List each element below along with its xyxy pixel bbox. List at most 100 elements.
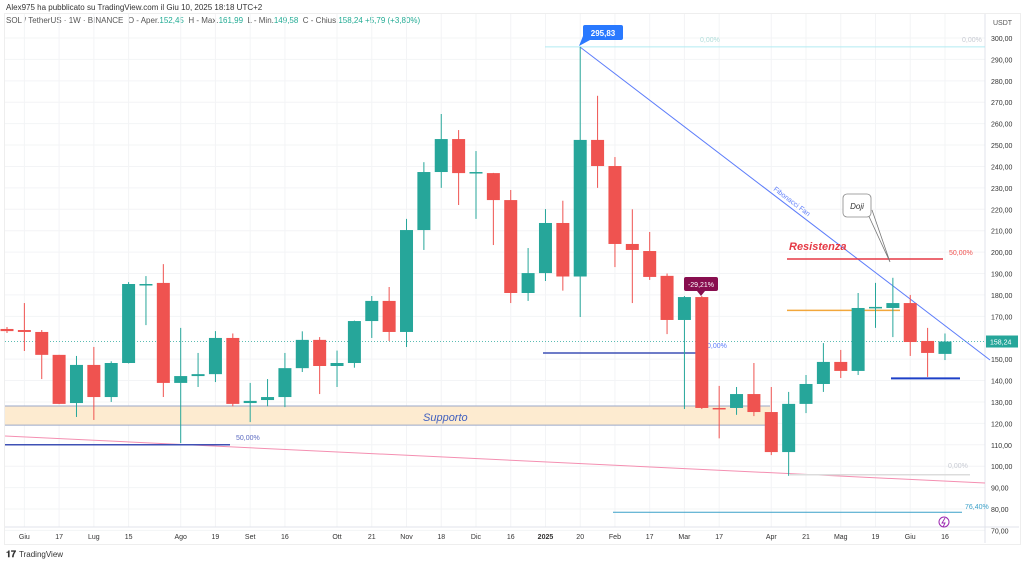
candle-down bbox=[903, 303, 917, 343]
price-tick: 200,00 bbox=[991, 250, 1013, 257]
candle-up bbox=[122, 284, 136, 364]
candle-up bbox=[851, 307, 865, 371]
time-tick: Feb bbox=[609, 534, 621, 541]
price-tick: 120,00 bbox=[991, 421, 1013, 428]
candle-up bbox=[869, 306, 882, 309]
candle-up bbox=[521, 273, 535, 293]
high-value: 161,99 bbox=[218, 16, 244, 25]
support-label: Supporto bbox=[423, 412, 468, 424]
drop-callout-box bbox=[684, 277, 718, 291]
candle-down bbox=[625, 243, 639, 250]
time-tick: 16 bbox=[941, 534, 949, 541]
price-tick: 250,00 bbox=[991, 143, 1013, 150]
candle-up bbox=[243, 400, 257, 404]
time-tick: Mag bbox=[834, 534, 848, 541]
fibonacci-fan-label: Fibonacci Fan bbox=[772, 186, 811, 218]
tradingview-logo-icon: 𝟏𝟕 bbox=[6, 549, 17, 559]
candle-up bbox=[365, 300, 379, 322]
high-callout-box bbox=[583, 25, 623, 40]
time-tick: 15 bbox=[125, 534, 133, 541]
doji-note-box bbox=[842, 193, 872, 218]
time-tick: Giu bbox=[19, 534, 30, 541]
price-tick: 170,00 bbox=[991, 314, 1013, 321]
fib-top-pct-right: 0,00% bbox=[962, 37, 982, 44]
symbol-name[interactable]: SOL / TetherUS · 1W · BINANCE bbox=[6, 16, 124, 25]
candle-up bbox=[417, 172, 431, 231]
doji-note-text: Doji bbox=[850, 202, 864, 211]
candle-up bbox=[538, 222, 552, 274]
time-tick: 19 bbox=[212, 534, 220, 541]
low-label: L - Min. bbox=[247, 16, 274, 25]
price-tick: 260,00 bbox=[991, 122, 1013, 129]
time-tick: 21 bbox=[368, 534, 376, 541]
time-tick: Ago bbox=[174, 534, 187, 541]
candle-up bbox=[886, 303, 900, 308]
candle-down bbox=[87, 364, 101, 398]
change-value: +5,79 (+3,80%) bbox=[365, 16, 421, 25]
current-price-value: 158,24 bbox=[990, 340, 1012, 347]
time-tick: 21 bbox=[802, 534, 810, 541]
price-tick: 210,00 bbox=[991, 229, 1013, 236]
price-tick: 150,00 bbox=[991, 357, 1013, 364]
candle-up bbox=[69, 364, 83, 404]
price-tick: 290,00 bbox=[991, 57, 1013, 64]
candle-up bbox=[278, 368, 292, 398]
price-tick: 90,00 bbox=[991, 486, 1009, 493]
candle-down bbox=[608, 166, 622, 244]
candle-up bbox=[295, 339, 309, 369]
time-tick: Giu bbox=[905, 534, 916, 541]
price-axis-unit[interactable]: USDT bbox=[993, 20, 1013, 27]
time-tick: 20 bbox=[576, 534, 584, 541]
candle-down bbox=[156, 282, 170, 383]
candle-up bbox=[799, 383, 813, 404]
time-tick: 16 bbox=[507, 534, 515, 541]
price-tick: 140,00 bbox=[991, 379, 1013, 386]
time-tick: Lug bbox=[88, 534, 100, 541]
price-tick: 270,00 bbox=[991, 100, 1013, 107]
candle-down bbox=[695, 297, 709, 408]
candle-up bbox=[434, 139, 448, 173]
high-label: H - Max. bbox=[188, 16, 219, 25]
candle-up bbox=[174, 376, 188, 383]
mid-level-pct: 0,00% bbox=[707, 343, 727, 350]
left-level-pct: 50,00% bbox=[236, 435, 260, 442]
candle-down bbox=[643, 251, 657, 277]
current-price-tag bbox=[986, 335, 1018, 348]
candle-down bbox=[712, 407, 726, 410]
candle-down bbox=[556, 222, 570, 277]
close-value: 158,24 bbox=[338, 16, 363, 25]
candle-down bbox=[591, 139, 605, 167]
candle-down bbox=[747, 394, 761, 413]
candle-down bbox=[313, 339, 327, 367]
candle-down bbox=[921, 340, 935, 353]
candle-up bbox=[330, 363, 344, 367]
time-tick: 17 bbox=[715, 534, 723, 541]
tradingview-brand[interactable]: 𝟏𝟕 TradingView bbox=[6, 549, 63, 560]
fibonacci-fan-line bbox=[579, 46, 991, 361]
candle-up bbox=[677, 297, 691, 320]
price-tick: 220,00 bbox=[991, 207, 1013, 214]
time-tick: 19 bbox=[872, 534, 880, 541]
drop-callout-pointer bbox=[697, 291, 705, 296]
fib-low-pct: 0,00% bbox=[948, 463, 968, 470]
candle-up bbox=[191, 374, 205, 377]
price-tick: 180,00 bbox=[991, 293, 1013, 300]
candle-down bbox=[764, 412, 778, 453]
candle-up bbox=[816, 361, 830, 384]
price-tick: 100,00 bbox=[991, 464, 1013, 471]
price-tick: 130,00 bbox=[991, 400, 1013, 407]
candle-down bbox=[52, 354, 66, 404]
brand-label: TradingView bbox=[19, 550, 64, 559]
pink-trendline bbox=[4, 435, 986, 484]
candle-up bbox=[261, 397, 275, 401]
candle-down bbox=[382, 300, 396, 332]
candle-up bbox=[469, 172, 483, 174]
time-tick: 18 bbox=[437, 534, 445, 541]
support-zone bbox=[5, 406, 770, 426]
price-tick: 230,00 bbox=[991, 186, 1013, 193]
time-tick: 17 bbox=[646, 534, 654, 541]
candle-down bbox=[452, 139, 466, 174]
candle-up bbox=[347, 321, 361, 364]
time-tick: Apr bbox=[766, 534, 778, 541]
